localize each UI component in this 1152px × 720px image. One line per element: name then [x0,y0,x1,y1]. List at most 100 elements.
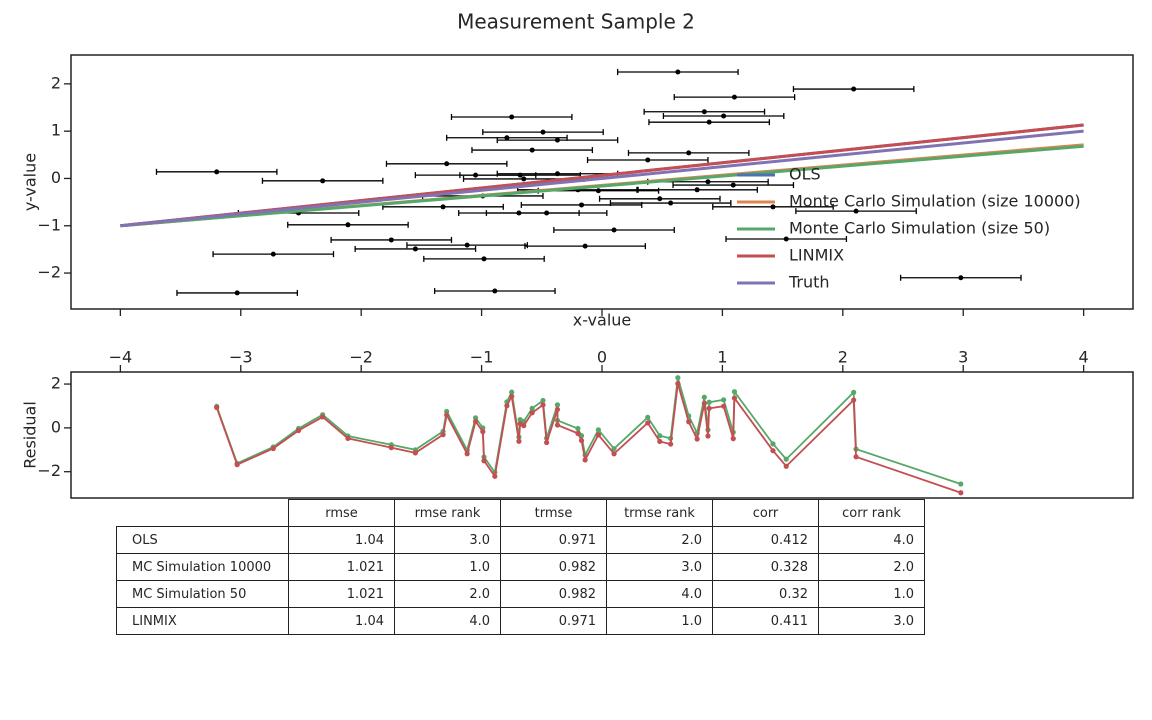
table-cell: 4.0 [818,526,925,554]
residual-point [481,458,487,464]
table-cell: 3.0 [606,553,713,581]
table-cell: MC Simulation 10000 [116,553,289,581]
table-cell: trmse rank [606,499,713,527]
residual-point [472,418,479,425]
x-axis-label: x-value [573,311,632,330]
residual-point [516,438,522,444]
data-point [706,119,712,125]
y-axis-label: y-value [21,153,40,211]
residual-point [851,397,857,403]
residual-point [509,393,515,399]
residual-point [611,446,617,452]
residual-point [472,415,479,421]
data-point [412,246,418,252]
table-cell: 0.32 [712,580,819,608]
legend-label: LINMIX [789,246,844,265]
residual-point [412,450,418,456]
residual-point [464,451,470,457]
data-point [595,188,601,194]
residual-point [770,441,776,447]
residual-point [554,422,561,428]
table-row: MC Simulation 10000 1.021 1.0 0.982 3.0 0.328… [116,553,925,581]
x-tick-label: −1 [470,348,494,367]
residual-point [575,425,581,432]
y-tick-label: −1 [37,215,61,234]
fit-line [120,129,1084,228]
axes-frame [70,54,1134,310]
residual-point [731,389,738,395]
data-point [675,69,681,75]
data-point [701,109,707,115]
residual-point [770,448,776,454]
table-row: OLS 1.04 3.0 0.971 2.0 0.412 4.0 [116,526,925,554]
y-tick-label: 1 [51,121,61,140]
residual-point [554,406,561,413]
residual-point [509,389,515,395]
residual-point [595,432,601,438]
y-tick-label: −2 [37,461,61,480]
residual-point [958,481,964,487]
data-point [345,222,351,228]
data-point [851,86,857,92]
chart-title: Measurement Sample 2 [457,10,695,34]
residual-point [295,427,302,434]
data-point [853,208,859,214]
data-point [783,236,789,242]
table-cell: 2.0 [818,553,925,581]
residual-point [480,429,486,435]
table-cell: rmse rank [394,499,501,527]
y-tick-label: 0 [51,168,61,187]
data-point [440,204,446,210]
residual-point [234,462,240,468]
residual-line [215,383,962,494]
data-point [611,227,617,233]
axes-frame [70,371,1134,499]
residual-point [388,445,394,451]
y-tick-label: 2 [51,374,61,393]
residual-point [657,438,663,445]
table-cell: 0.971 [500,607,607,635]
data-point [529,147,535,153]
legend-label: OLS [789,165,821,184]
residual-point [214,404,220,411]
data-point [320,178,326,184]
residual-point [706,405,712,411]
residual-point [694,436,700,442]
table-row: MC Simulation 50 1.021 2.0 0.982 4.0 0.32 1.0 [116,580,925,608]
data-point [668,200,674,206]
residual-point [645,420,651,426]
data-point [770,204,776,210]
data-point [579,202,585,208]
data-point [694,187,700,193]
residual-point [575,430,581,436]
residual-point [675,375,681,381]
legend-label: Monte Carlo Simulation (size 10000) [789,192,1081,211]
legend-label: Truth [788,273,830,292]
residual-point [345,435,351,441]
residual-point [440,432,446,438]
table-cell [116,499,289,527]
table-cell: 3.0 [394,526,501,554]
residual-point [554,402,561,408]
table-row: LINMIX 1.04 4.0 0.971 1.0 0.411 3.0 [116,607,925,635]
residual-point [958,490,964,496]
data-point [730,182,736,188]
residual-point [730,436,736,442]
residual-point [529,405,535,411]
data-point [705,179,711,185]
table-cell: 0.328 [712,553,819,581]
residual-point [529,410,535,416]
y-tick-label: 0 [51,417,61,436]
residual-point [851,389,857,395]
residual-point [721,397,727,403]
table-cell: 3.0 [818,607,925,635]
x-tick-label: 3 [958,348,968,367]
residual-point [706,399,712,405]
table-cell: 0.982 [500,553,607,581]
residual-line [215,377,962,485]
residual-point [595,427,601,433]
table-cell: 1.0 [606,607,713,635]
table-cell: corr [712,499,819,527]
residual-point [582,457,588,463]
